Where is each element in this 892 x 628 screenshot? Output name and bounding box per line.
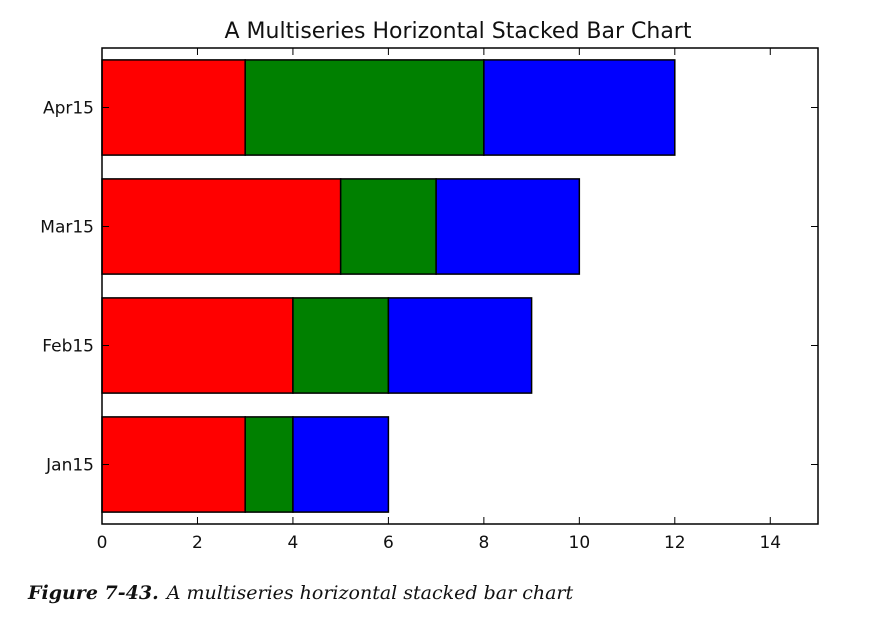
bar-feb15-series-1 <box>101 297 294 394</box>
chart-title: A Multiseries Horizontal Stacked Bar Cha… <box>225 19 692 44</box>
bar-jan15-series-2 <box>244 416 294 513</box>
bar-apr15-series-3 <box>483 59 676 156</box>
x-tick-label: 6 <box>383 533 394 553</box>
x-tick-label: 10 <box>569 533 591 553</box>
bar-mar15-series-2 <box>339 178 437 275</box>
y-category-label: Feb15 <box>42 337 94 357</box>
bar-apr15-series-1 <box>101 59 246 156</box>
bar-feb15-series-3 <box>387 297 533 394</box>
plot-area-frame <box>101 47 819 525</box>
x-tick-label: 14 <box>759 533 781 553</box>
y-category-label: Mar15 <box>40 218 94 238</box>
x-tick-label: 4 <box>288 533 299 553</box>
x-tick-label: 8 <box>478 533 489 553</box>
y-category-label: Jan15 <box>45 456 94 476</box>
x-tick-label: 12 <box>664 533 686 553</box>
bars-group <box>101 59 676 513</box>
bar-feb15-series-2 <box>292 297 390 394</box>
x-tick-label: 0 <box>97 533 108 553</box>
y-category-label: Apr15 <box>43 99 94 119</box>
figure-number: Figure 7-43. <box>28 582 159 604</box>
figure-caption: Figure 7-43. A multiseries horizontal sta… <box>28 582 573 604</box>
bar-apr15-series-2 <box>244 59 485 156</box>
figure-caption-text: A multiseries horizontal stacked bar cha… <box>166 582 574 604</box>
bar-jan15-series-1 <box>101 416 246 513</box>
bar-mar15-series-1 <box>101 178 342 275</box>
x-tick-label: 2 <box>192 533 203 553</box>
bar-mar15-series-3 <box>435 178 581 275</box>
ticks-group: 0 2 4 6 8 10 12 14 Jan15 Feb15 Mar15 Apr15 <box>40 48 818 553</box>
bar-jan15-series-3 <box>292 416 390 513</box>
